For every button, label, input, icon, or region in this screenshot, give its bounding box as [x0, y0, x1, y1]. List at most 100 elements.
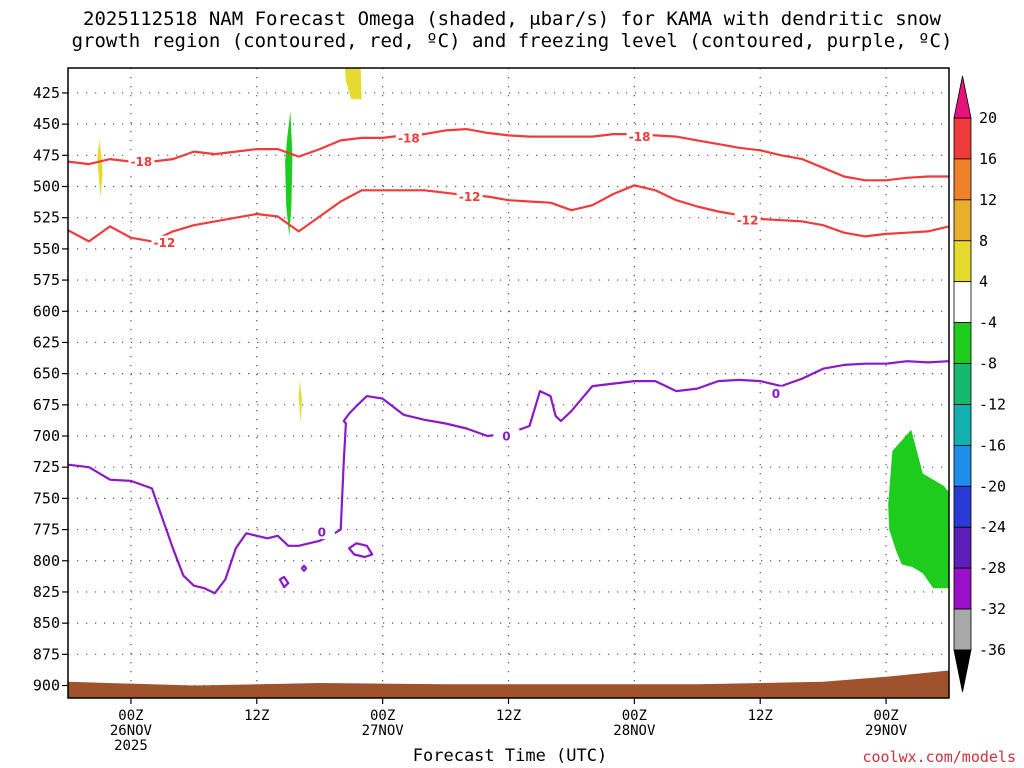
dgz-contour-1-label-3-text: -18 — [629, 130, 651, 144]
dgz-contour-1-label-3: -18 — [626, 129, 653, 144]
dgz-contour-2-label-2-text: -12 — [459, 190, 481, 204]
dgz-contour-2-label-3-bg — [734, 213, 761, 228]
colorbar-tick-13: -36 — [979, 641, 1006, 659]
x-tick-label-18-1: 12Z — [244, 708, 269, 724]
y-tick-label-525: 525 — [33, 209, 60, 227]
y-tick-label-650: 650 — [33, 365, 60, 383]
colorbar-top-arrow — [953, 75, 972, 119]
dgz-contour-1-label-2: -18 — [395, 130, 422, 145]
y-tick-label-800: 800 — [33, 552, 60, 570]
dgz-contour-1-label-1: -18 — [128, 154, 155, 169]
x-tick-label-54-1: 00Z — [622, 708, 647, 724]
dgz-contour-1-label-1-text: -18 — [131, 155, 153, 169]
freezing-level-label-1-bg — [308, 525, 335, 540]
plot-area: -18 -18 -18 -12 -12 -12 0 0 0 — [68, 68, 949, 698]
colorbar-bin-9 — [953, 444, 972, 487]
freezing-level-label-2-bg — [493, 429, 520, 444]
colorbar-tick-1: 16 — [979, 150, 997, 168]
colorbar-tick-2: 12 — [979, 191, 997, 209]
colorbar-tick-9: -20 — [979, 477, 1006, 495]
y-tick-label-500: 500 — [33, 178, 60, 196]
y-tick-label-725: 725 — [33, 458, 60, 476]
dgz-contour-2-label-3-text: -12 — [737, 214, 759, 228]
freezing-level-island-2 — [278, 575, 290, 589]
y-tick-label-600: 600 — [33, 302, 60, 320]
colorbar-tick-5: -4 — [979, 314, 997, 332]
colorbar-tick-12: -32 — [979, 600, 1006, 618]
colorbar-bin-10 — [953, 485, 972, 528]
omega-region-5 — [888, 429, 949, 589]
colorbar-bin-11 — [953, 526, 972, 569]
colorbar-bin-5 — [953, 281, 972, 324]
x-tick-label-54-2: 28NOV — [613, 723, 656, 739]
colorbar: 20 16 12 8 4 -4 -8 -12 -16 -20 -24 -28 -32 -36 — [953, 75, 1006, 693]
y-tick-label-425: 425 — [33, 84, 60, 102]
colorbar-tick-10: -24 — [979, 518, 1006, 536]
chart-title-line-2: growth region (contoured, red, ºC) and f… — [71, 30, 953, 52]
x-axis-label: Forecast Time (UTC) — [412, 746, 608, 766]
freezing-level-island-3 — [300, 564, 308, 572]
y-tick-label-750: 750 — [33, 489, 60, 507]
omega-region-1 — [97, 140, 103, 197]
y-tick-label-675: 675 — [33, 396, 60, 414]
freezing-level-label-1-text: 0 — [318, 526, 326, 540]
y-tick-label-850: 850 — [33, 614, 60, 632]
x-tick-label-6-1: 00Z — [118, 708, 143, 724]
x-tick-label-42-1: 12Z — [496, 708, 521, 724]
terrain-fill — [68, 670, 949, 698]
x-tick-label-6-2: 26NOV — [110, 723, 153, 739]
freezing-level-label-3-bg — [762, 386, 789, 401]
dgz-contour-1-label-2-bg — [395, 130, 422, 145]
y-tick-label-825: 825 — [33, 583, 60, 601]
colorbar-bin-13 — [953, 608, 972, 651]
x-tick-label-78-1: 00Z — [873, 708, 898, 724]
omega-region-2 — [285, 111, 293, 237]
freezing-level-contour — [68, 360, 949, 595]
dgz-contour-2-label-1-text: -12 — [154, 236, 176, 250]
colorbar-bin-4 — [953, 240, 972, 283]
dgz-contour-2 — [68, 184, 949, 243]
dgz-contour-2-label-2: -12 — [456, 189, 483, 204]
colorbar-bin-1 — [953, 117, 972, 160]
y-tick-label-550: 550 — [33, 240, 60, 258]
freezing-level-label-1: 0 — [308, 525, 335, 540]
colorbar-tick-7: -12 — [979, 395, 1006, 413]
credit-text: coolwx.com/models — [862, 748, 1016, 766]
x-tick-label-78-2: 29NOV — [865, 723, 908, 739]
y-tick-label-475: 475 — [33, 146, 60, 164]
x-tick-label-66-1: 12Z — [748, 708, 773, 724]
y-tick-label-625: 625 — [33, 333, 60, 351]
colorbar-bin-12 — [953, 567, 972, 610]
colorbar-bin-3 — [953, 199, 972, 242]
dgz-contour-2-label-3: -12 — [734, 213, 761, 228]
y-tick-label-900: 900 — [33, 677, 60, 695]
freezing-level-label-3-text: 0 — [772, 387, 780, 401]
y-tick-label-575: 575 — [33, 271, 60, 289]
dgz-contour-1 — [68, 128, 949, 182]
dgz-contour-2-label-1-bg — [151, 235, 178, 250]
colorbar-bottom-arrow — [953, 649, 972, 693]
colorbar-tick-11: -28 — [979, 559, 1006, 577]
y-tick-label-775: 775 — [33, 521, 60, 539]
chart-title-line-1: 2025112518 NAM Forecast Omega (shaded, μ… — [83, 8, 941, 30]
colorbar-tick-6: -8 — [979, 355, 997, 373]
y-tick-label-450: 450 — [33, 115, 60, 133]
dgz-contour-2-label-1: -12 — [151, 235, 178, 250]
dgz-contour-1-label-1-bg — [128, 154, 155, 169]
colorbar-bin-2 — [953, 158, 972, 201]
dgz-contour-1-label-2-text: -18 — [398, 131, 420, 145]
dgz-contour-1-label-3-bg — [626, 129, 653, 144]
freezing-level-label-3: 0 — [762, 386, 789, 401]
dgz-contour-2-label-2-bg — [456, 189, 483, 204]
colorbar-bin-7 — [953, 363, 972, 405]
omega-region-4 — [298, 379, 302, 424]
freezing-level-island-1 — [348, 542, 374, 559]
colorbar-tick-8: -16 — [979, 436, 1006, 454]
colorbar-tick-4: 4 — [979, 273, 988, 291]
x-tick-label-6-3: 2025 — [114, 738, 148, 754]
colorbar-bin-6 — [953, 322, 972, 364]
x-tick-label-30-2: 27NOV — [362, 723, 405, 739]
x-tick-label-30-1: 00Z — [370, 708, 395, 724]
y-tick-label-700: 700 — [33, 427, 60, 445]
